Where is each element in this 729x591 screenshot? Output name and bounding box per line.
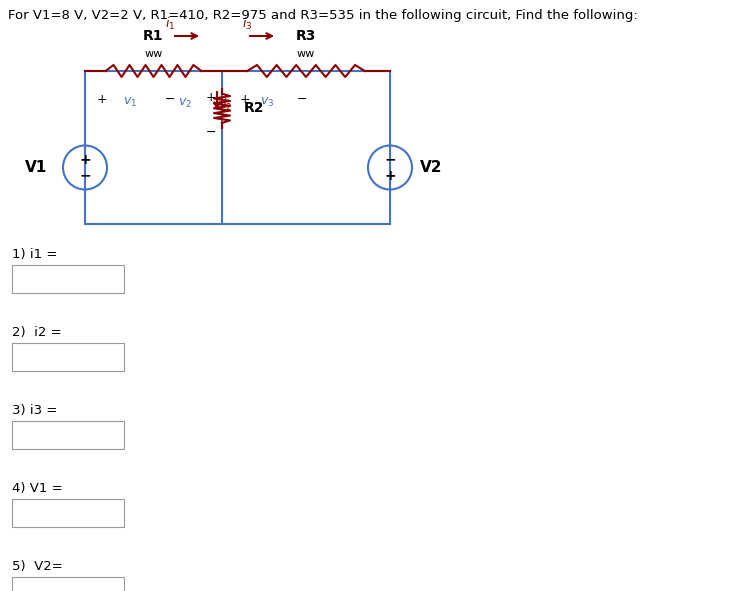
Text: $i_1$: $i_1$ [165, 16, 175, 32]
FancyBboxPatch shape [12, 577, 124, 591]
Text: +: + [97, 93, 108, 106]
FancyBboxPatch shape [12, 499, 124, 527]
Text: −: − [165, 93, 176, 106]
Text: 5)  V2=: 5) V2= [12, 560, 63, 573]
Text: R3: R3 [296, 29, 316, 43]
Text: R1: R1 [144, 29, 164, 43]
Text: −: − [297, 93, 308, 106]
Text: $i_3$: $i_3$ [242, 16, 252, 32]
Text: −: − [79, 168, 91, 183]
Text: $v_1$: $v_1$ [123, 96, 137, 109]
Text: $v_2$: $v_2$ [178, 97, 192, 110]
Text: 3) i3 =: 3) i3 = [12, 404, 58, 417]
Text: ww: ww [297, 49, 315, 59]
Text: +: + [240, 93, 251, 106]
FancyBboxPatch shape [12, 421, 124, 449]
Text: −: − [384, 152, 396, 167]
Text: 1) i1 =: 1) i1 = [12, 248, 58, 261]
Text: 2)  i2 =: 2) i2 = [12, 326, 62, 339]
Text: ww: ww [144, 49, 163, 59]
FancyBboxPatch shape [12, 265, 124, 293]
Text: +: + [206, 91, 217, 104]
Text: R2: R2 [244, 101, 265, 115]
Text: V2: V2 [420, 160, 443, 175]
Text: For V1=8 V, V2=2 V, R1=410, R2=975 and R3=535 in the following circuit, Find the: For V1=8 V, V2=2 V, R1=410, R2=975 and R… [8, 9, 638, 22]
Text: $v_3$: $v_3$ [260, 96, 274, 109]
Text: V1: V1 [25, 160, 47, 175]
FancyBboxPatch shape [12, 343, 124, 371]
Text: −: − [206, 125, 217, 138]
Text: $i_2$: $i_2$ [222, 97, 232, 113]
Text: 4) V1 =: 4) V1 = [12, 482, 63, 495]
Text: +: + [384, 168, 396, 183]
Text: +: + [79, 152, 91, 167]
